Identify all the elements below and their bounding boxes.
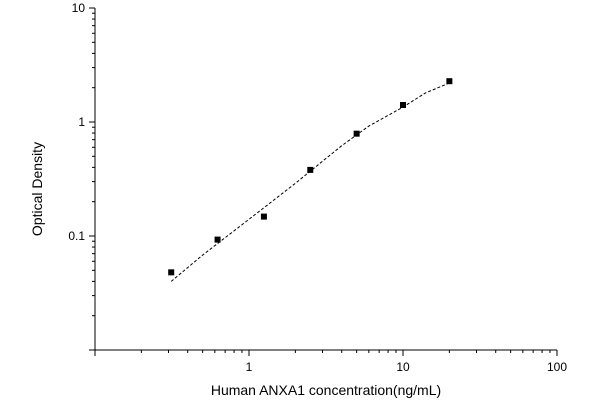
data-point [168,269,175,276]
ticks-layer: 1 10 100 0.1 1 10 [68,1,567,374]
y-tick-label: 1 [78,115,85,129]
data-point [214,236,221,243]
data-point [400,101,406,108]
y-axis-title: Optical Density [29,142,45,236]
data-point [353,130,360,137]
fit-curve-line [170,82,450,282]
fit-curve-layer [170,82,450,282]
y-tick-label: 10 [72,1,86,15]
y-tick-label: 0.1 [68,229,85,243]
data-point [260,213,267,220]
data-point [446,78,453,85]
x-tick-label: 10 [396,360,410,374]
x-tick-label: 100 [547,360,567,374]
data-point [307,166,314,173]
x-axis-title: Human ANXA1 concentration(ng/mL) [211,382,441,398]
x-tick-label: 1 [246,360,253,374]
data-points-layer [168,78,453,276]
